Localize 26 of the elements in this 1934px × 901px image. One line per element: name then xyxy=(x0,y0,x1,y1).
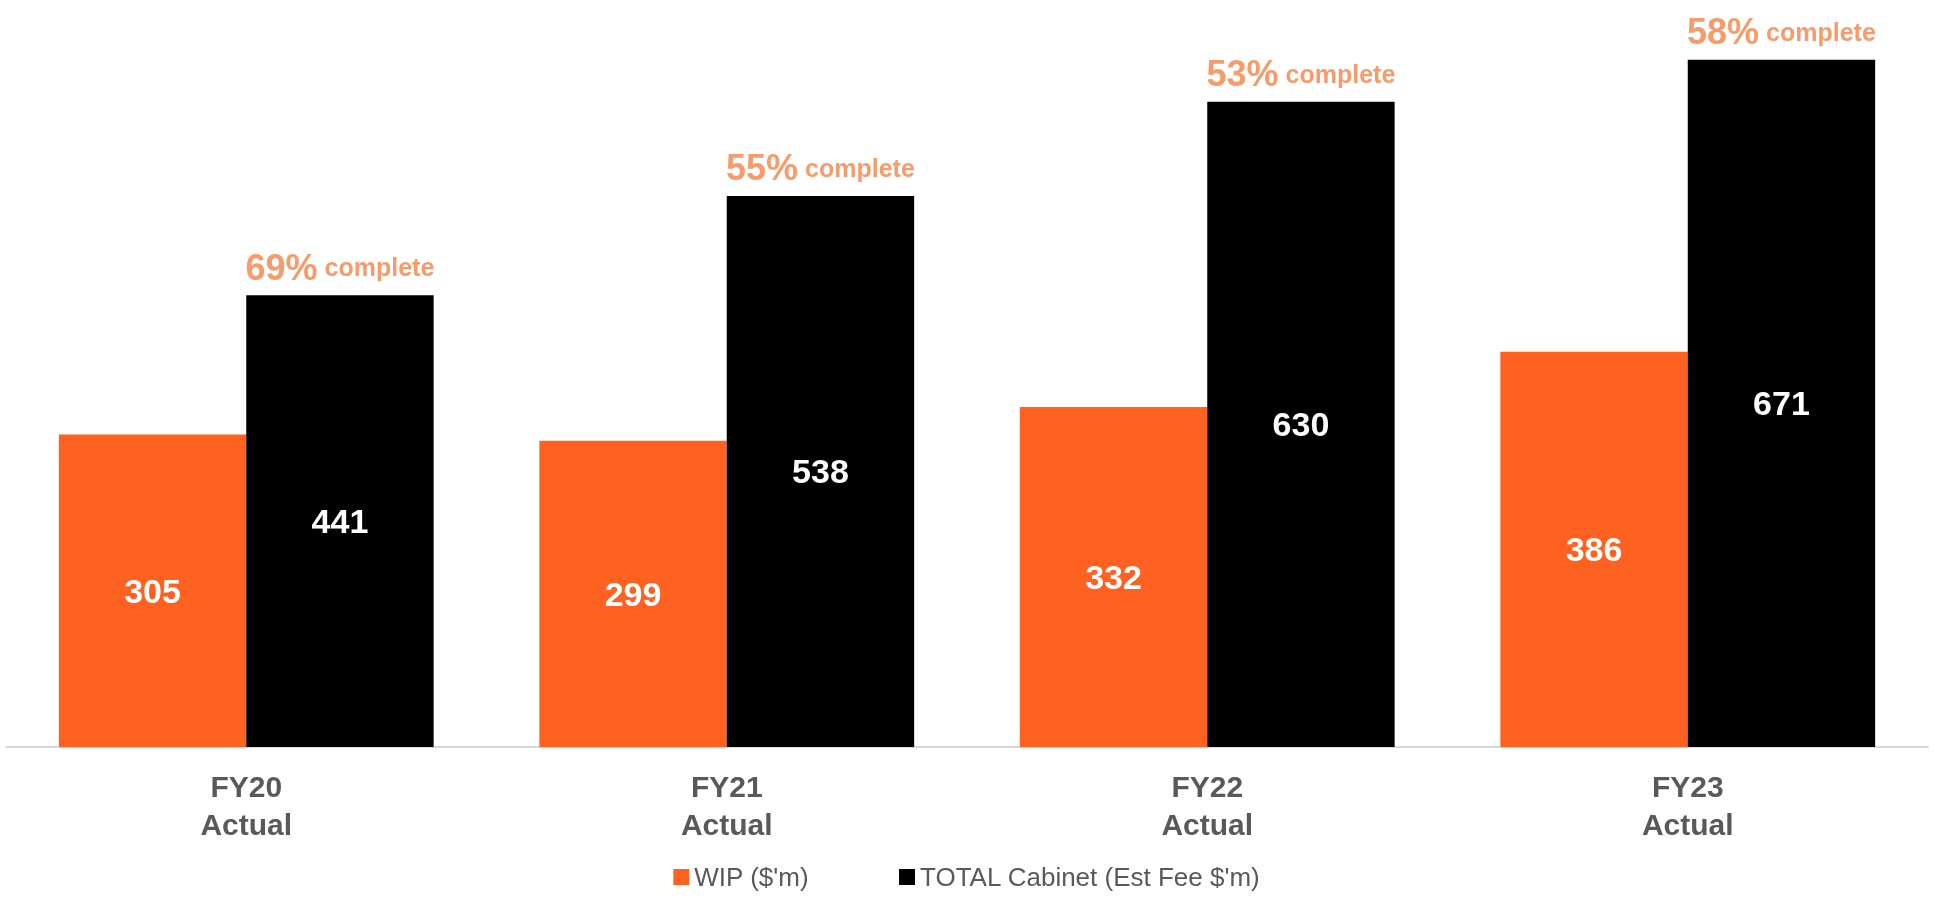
data-label: 332 xyxy=(1085,557,1142,596)
bar xyxy=(1500,351,1688,747)
bar xyxy=(1019,406,1208,747)
x-tick-label: FY22 Actual xyxy=(1161,769,1254,841)
data-label: 538 xyxy=(792,452,849,491)
data-label: 386 xyxy=(1565,530,1623,569)
legend-label: TOTAL Cabinet (Est Fee $'m) xyxy=(920,862,1260,892)
bar xyxy=(246,295,434,747)
x-tick-label: FY21 Actual xyxy=(680,769,773,841)
annotation: 55% complete xyxy=(726,147,915,189)
bar xyxy=(726,195,915,747)
x-tick-label: FY23 Actual xyxy=(1641,769,1734,841)
annotation: 58% complete xyxy=(1687,11,1876,53)
bar xyxy=(539,440,727,747)
legend-label: WIP ($'m) xyxy=(694,862,809,892)
bar xyxy=(58,434,247,747)
data-label: 299 xyxy=(604,574,662,613)
x-tick-label: FY20 Actual xyxy=(200,769,293,841)
bar xyxy=(1207,101,1395,747)
annotation: 69% complete xyxy=(245,246,435,288)
data-label: 630 xyxy=(1272,405,1330,444)
data-label: 441 xyxy=(311,502,369,541)
bar xyxy=(1687,59,1876,747)
annotation: 53% complete xyxy=(1206,53,1396,95)
data-label: 305 xyxy=(124,571,181,610)
data-label: 671 xyxy=(1753,384,1810,423)
